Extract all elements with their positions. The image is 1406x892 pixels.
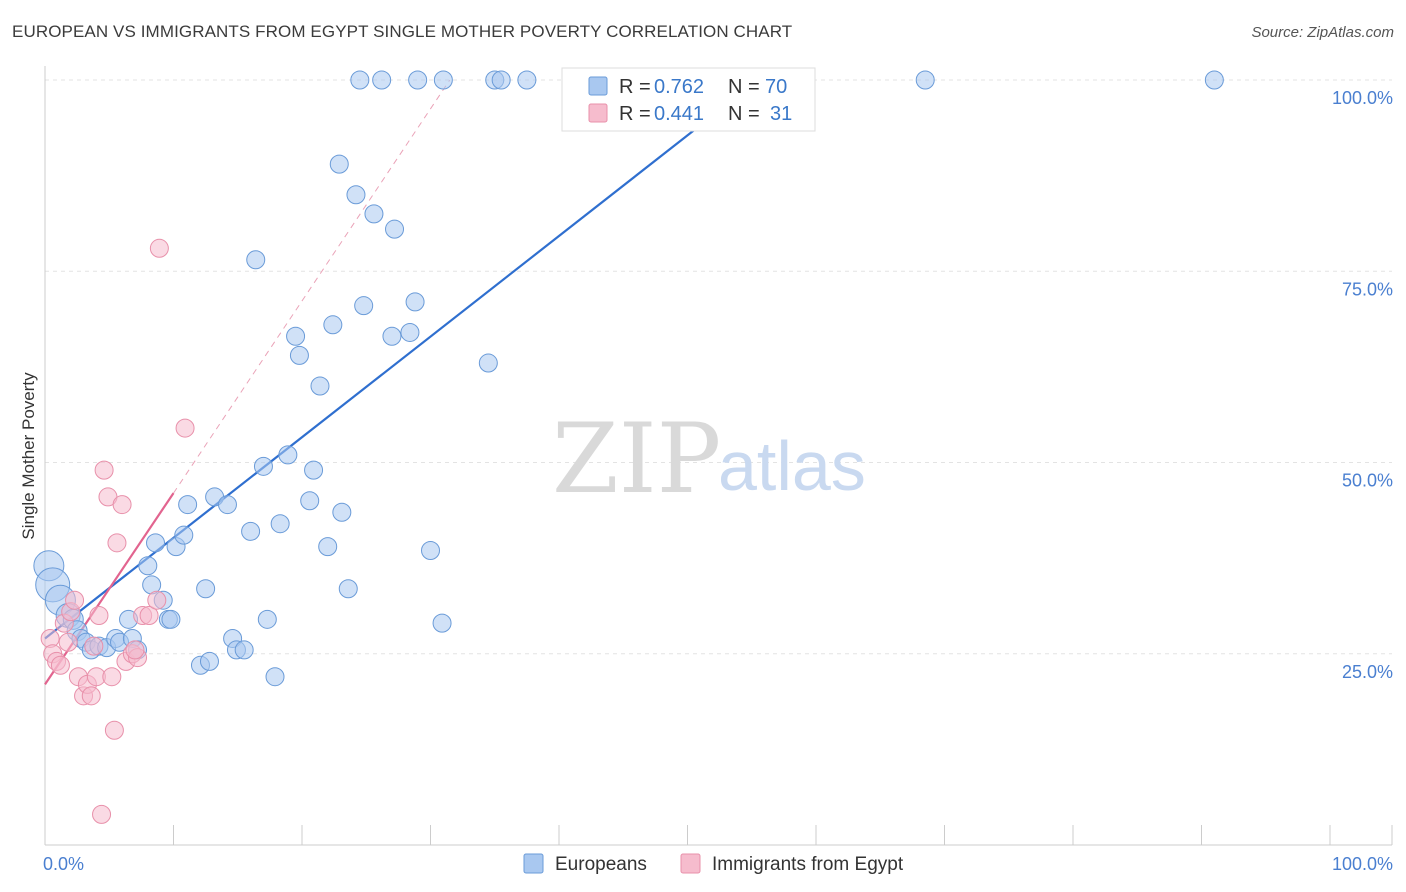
point-s0-21 bbox=[161, 609, 181, 629]
point-s0-37 bbox=[265, 667, 285, 687]
legend-swatch-europeans bbox=[588, 76, 608, 96]
watermark-zip: ZIP bbox=[552, 403, 721, 515]
legend-swatch-egypt bbox=[588, 103, 608, 123]
series-legend: Europeans Immigrants from Egypt bbox=[523, 853, 904, 875]
point-s1-28 bbox=[149, 238, 169, 258]
point-s0-57 bbox=[421, 540, 440, 560]
point-s0-44 bbox=[310, 376, 330, 396]
point-s0-26 bbox=[196, 579, 216, 599]
watermark-atlas: atlas bbox=[718, 427, 866, 505]
point-s0-50 bbox=[346, 185, 366, 205]
point-s0-65 bbox=[491, 70, 511, 90]
point-s1-15 bbox=[94, 460, 114, 480]
source-label: Source: ZipAtlas.com bbox=[1251, 24, 1394, 41]
legend-n-value-1: 70 bbox=[765, 76, 787, 98]
point-s0-55 bbox=[400, 322, 420, 342]
y-axis-label: Single Mother Poverty bbox=[19, 372, 38, 540]
point-s0-69 bbox=[915, 70, 935, 90]
point-s0-34 bbox=[246, 250, 266, 270]
y-tick-labels: 25.0% 50.0% 75.0% 100.0% bbox=[1332, 88, 1393, 682]
point-s1-20 bbox=[107, 533, 127, 553]
legend-r-value-1: 0.762 bbox=[654, 76, 704, 98]
page-title: EUROPEAN VS IMMIGRANTS FROM EGYPT SINGLE… bbox=[12, 22, 793, 41]
point-s0-62 bbox=[372, 70, 392, 90]
point-s0-27 bbox=[199, 651, 219, 671]
point-s0-48 bbox=[332, 502, 352, 522]
point-s1-19 bbox=[104, 720, 124, 740]
data-points bbox=[33, 70, 1224, 824]
trend-line-s1 bbox=[44, 492, 175, 685]
y-tick-label-3: 100.0% bbox=[1332, 88, 1393, 108]
point-s1-3 bbox=[50, 655, 70, 675]
point-s0-46 bbox=[323, 315, 343, 335]
y-tick-label-0: 25.0% bbox=[1342, 662, 1393, 682]
point-s1-12 bbox=[84, 636, 104, 656]
point-s0-38 bbox=[270, 514, 290, 534]
axes bbox=[44, 66, 1393, 846]
point-s0-49 bbox=[338, 579, 358, 599]
point-s0-59 bbox=[433, 70, 453, 90]
point-s0-35 bbox=[253, 456, 273, 476]
legend-n-label-2: N = bbox=[728, 103, 760, 125]
point-s1-11 bbox=[81, 686, 101, 706]
watermark: ZIP atlas bbox=[552, 403, 866, 515]
y-tick-label-1: 50.0% bbox=[1342, 471, 1393, 491]
point-s0-56 bbox=[405, 292, 425, 312]
point-s0-42 bbox=[300, 491, 320, 511]
point-s0-33 bbox=[241, 521, 261, 541]
point-s0-70 bbox=[1204, 70, 1224, 90]
legend-n-label-1: N = bbox=[728, 76, 760, 98]
legend-series-1-label: Europeans bbox=[555, 854, 647, 875]
legend-r-label-1: R = bbox=[619, 76, 651, 98]
y-tick-label-2: 75.0% bbox=[1342, 279, 1393, 299]
point-s0-40 bbox=[286, 326, 306, 346]
point-s1-29 bbox=[175, 418, 195, 438]
point-s1-21 bbox=[112, 495, 132, 515]
legend-swatch-series-1 bbox=[523, 853, 544, 874]
point-s1-26 bbox=[139, 606, 159, 625]
point-s0-17 bbox=[138, 556, 158, 576]
legend-r-label-2: R = bbox=[619, 103, 651, 125]
point-s0-29 bbox=[217, 495, 237, 515]
point-s0-23 bbox=[174, 525, 194, 545]
point-s0-58 bbox=[432, 613, 452, 633]
point-s1-30 bbox=[125, 640, 145, 660]
point-s0-43 bbox=[304, 460, 324, 480]
legend-swatch-series-2 bbox=[680, 853, 701, 874]
point-s0-41 bbox=[289, 345, 309, 365]
point-s0-53 bbox=[385, 219, 405, 239]
trend-extension-s1 bbox=[173, 79, 451, 494]
point-s0-61 bbox=[350, 70, 370, 90]
x-tick-label-1: 100.0% bbox=[1332, 854, 1393, 874]
point-s1-7 bbox=[65, 590, 85, 610]
point-s1-27 bbox=[147, 590, 167, 610]
point-s0-32 bbox=[234, 640, 254, 660]
point-s0-60 bbox=[478, 353, 498, 373]
point-s0-18 bbox=[146, 533, 166, 553]
x-tick-label-0: 0.0% bbox=[43, 854, 84, 874]
x-tick-labels: 0.0% 100.0% bbox=[43, 854, 1393, 874]
point-s0-45 bbox=[318, 537, 338, 557]
point-s0-52 bbox=[364, 204, 384, 224]
trend-line-s0 bbox=[44, 79, 759, 640]
point-s1-18 bbox=[92, 804, 112, 824]
point-s1-14 bbox=[89, 606, 109, 625]
legend-series-2-label: Immigrants from Egypt bbox=[712, 854, 904, 875]
point-s0-24 bbox=[178, 495, 198, 515]
point-s0-51 bbox=[354, 296, 374, 316]
grid-lines bbox=[45, 79, 1392, 655]
legend-n-value-2: 31 bbox=[770, 103, 792, 125]
point-s0-36 bbox=[257, 609, 277, 629]
point-s0-39 bbox=[278, 445, 298, 465]
point-s1-5 bbox=[58, 632, 78, 652]
point-s0-47 bbox=[329, 154, 349, 174]
stats-legend: R = 0.762 N = 70 R = 0.441 N = 31 bbox=[561, 67, 816, 132]
legend-r-value-2: 0.441 bbox=[654, 103, 704, 125]
point-s0-63 bbox=[408, 70, 428, 90]
point-s0-54 bbox=[382, 326, 402, 346]
point-s0-66 bbox=[517, 70, 537, 90]
point-s1-17 bbox=[102, 667, 122, 687]
